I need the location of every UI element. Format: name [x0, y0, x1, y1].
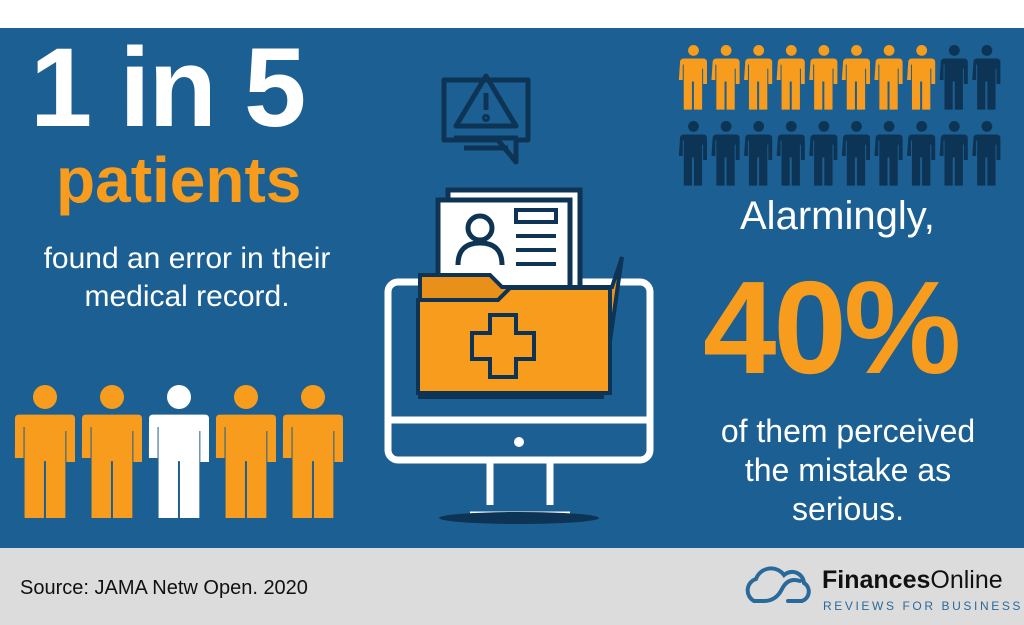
- person-icon: [215, 385, 276, 518]
- brand-tagline: REVIEWS FOR BUSINESS: [823, 599, 1024, 613]
- person-icon: [744, 121, 773, 186]
- monitor-shadow: [439, 512, 599, 524]
- brand-bold: Finances: [822, 566, 931, 594]
- people-icons: [14, 45, 1001, 518]
- medical-folder-icon: [416, 256, 624, 399]
- stat-intro: Alarmingly,: [740, 194, 935, 238]
- headline-description: found an error in their medical record.: [2, 240, 372, 316]
- person-icon: [711, 121, 740, 186]
- person-icon: [809, 45, 838, 110]
- warning-chat-icon: [441, 73, 531, 165]
- person-icon: [874, 45, 903, 110]
- headline-stat: 1 in 5: [30, 25, 306, 150]
- person-icon: [907, 121, 936, 186]
- person-icon: [841, 45, 870, 110]
- person-icon: [874, 121, 903, 186]
- person-icon: [282, 385, 343, 518]
- person-icon: [939, 121, 968, 186]
- person-icon: [907, 45, 936, 110]
- medical-record-illustration: [384, 73, 654, 524]
- description-line: found an error in their: [43, 242, 331, 275]
- person-icon: [776, 45, 805, 110]
- cloud-logo-icon: [745, 566, 811, 603]
- person-icon: [939, 45, 968, 110]
- person-icon: [809, 121, 838, 186]
- description-line: medical record.: [84, 280, 290, 313]
- person-icon: [678, 45, 707, 110]
- person-icon: [711, 45, 740, 110]
- stat-line: of them perceived: [720, 413, 976, 449]
- brand-logo[interactable]: FinancesOnline: [822, 568, 1003, 593]
- person-icon: [14, 385, 76, 518]
- headline-subject: patients: [56, 144, 302, 216]
- person-icon: [972, 45, 1001, 110]
- footer: [0, 548, 1024, 625]
- stat-line: the mistake as: [744, 452, 952, 488]
- person-icon: [678, 121, 707, 186]
- stat-description: of them perceived the mistake as serious…: [683, 412, 1013, 529]
- person-icon: [81, 385, 142, 518]
- brand-regular: Online: [930, 566, 1003, 594]
- person-icon: [744, 45, 773, 110]
- person-icon: [148, 385, 209, 518]
- stat-value: 40%: [703, 254, 961, 401]
- source-text: Source: JAMA Netw Open. 2020: [20, 577, 308, 599]
- person-icon: [776, 121, 805, 186]
- person-icon: [841, 121, 870, 186]
- person-icon: [972, 121, 1001, 186]
- stat-line: serious.: [791, 491, 905, 527]
- power-dot: [514, 437, 524, 447]
